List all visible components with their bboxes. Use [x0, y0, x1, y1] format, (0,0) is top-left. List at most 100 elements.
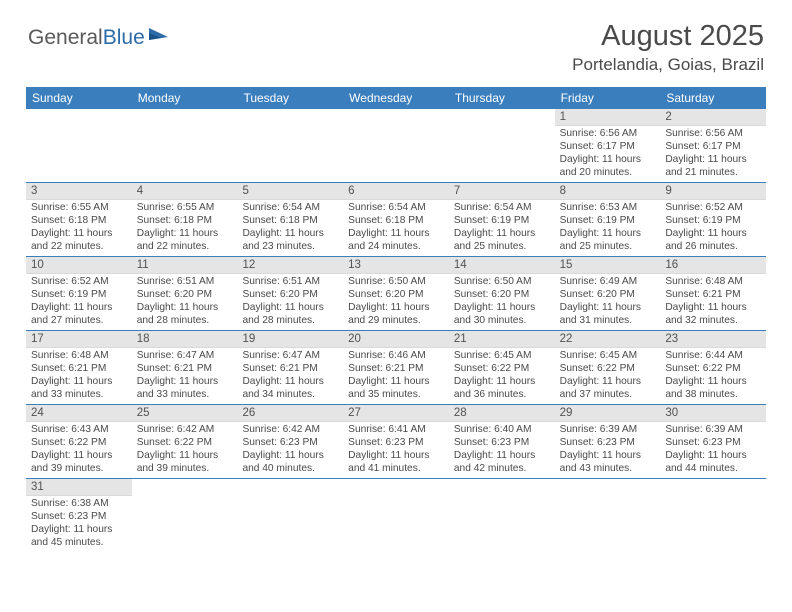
daylight-text: Daylight: 11 hours and 39 minutes. [31, 449, 127, 475]
day-details: Sunrise: 6:49 AMSunset: 6:20 PMDaylight:… [555, 274, 661, 330]
day-details: Sunrise: 6:47 AMSunset: 6:21 PMDaylight:… [237, 348, 343, 404]
day-details: Sunrise: 6:44 AMSunset: 6:22 PMDaylight:… [660, 348, 766, 404]
day-details: Sunrise: 6:42 AMSunset: 6:23 PMDaylight:… [237, 422, 343, 478]
sunrise-text: Sunrise: 6:49 AM [560, 275, 656, 288]
calendar-cell-empty [132, 109, 238, 183]
day-details: Sunrise: 6:52 AMSunset: 6:19 PMDaylight:… [26, 274, 132, 330]
calendar-cell-empty [660, 479, 766, 553]
day-number: 18 [132, 331, 238, 348]
day-number: 30 [660, 405, 766, 422]
sunset-text: Sunset: 6:19 PM [31, 288, 127, 301]
day-number: 16 [660, 257, 766, 274]
calendar-cell: 1Sunrise: 6:56 AMSunset: 6:17 PMDaylight… [555, 109, 661, 183]
sunset-text: Sunset: 6:23 PM [348, 436, 444, 449]
sunrise-text: Sunrise: 6:42 AM [242, 423, 338, 436]
day-number: 14 [449, 257, 555, 274]
daylight-text: Daylight: 11 hours and 25 minutes. [560, 227, 656, 253]
sunrise-text: Sunrise: 6:56 AM [665, 127, 761, 140]
sunset-text: Sunset: 6:22 PM [31, 436, 127, 449]
day-number: 3 [26, 183, 132, 200]
sunrise-text: Sunrise: 6:52 AM [665, 201, 761, 214]
sunrise-text: Sunrise: 6:44 AM [665, 349, 761, 362]
day-number: 26 [237, 405, 343, 422]
sunrise-text: Sunrise: 6:50 AM [348, 275, 444, 288]
day-details: Sunrise: 6:50 AMSunset: 6:20 PMDaylight:… [449, 274, 555, 330]
sunrise-text: Sunrise: 6:45 AM [454, 349, 550, 362]
sunrise-text: Sunrise: 6:48 AM [665, 275, 761, 288]
daylight-text: Daylight: 11 hours and 33 minutes. [137, 375, 233, 401]
sunrise-text: Sunrise: 6:50 AM [454, 275, 550, 288]
day-number: 10 [26, 257, 132, 274]
day-details: Sunrise: 6:38 AMSunset: 6:23 PMDaylight:… [26, 496, 132, 552]
sunrise-text: Sunrise: 6:41 AM [348, 423, 444, 436]
sunrise-text: Sunrise: 6:43 AM [31, 423, 127, 436]
sunset-text: Sunset: 6:21 PM [137, 362, 233, 375]
sunrise-text: Sunrise: 6:38 AM [31, 497, 127, 510]
calendar-cell: 4Sunrise: 6:55 AMSunset: 6:18 PMDaylight… [132, 183, 238, 257]
calendar-row: 3Sunrise: 6:55 AMSunset: 6:18 PMDaylight… [26, 183, 766, 257]
sunrise-text: Sunrise: 6:45 AM [560, 349, 656, 362]
day-details: Sunrise: 6:54 AMSunset: 6:19 PMDaylight:… [449, 200, 555, 256]
header: GeneralBlue August 2025 Portelandia, Goi… [0, 0, 792, 83]
day-details: Sunrise: 6:45 AMSunset: 6:22 PMDaylight:… [555, 348, 661, 404]
day-number: 15 [555, 257, 661, 274]
sunrise-text: Sunrise: 6:39 AM [665, 423, 761, 436]
daylight-text: Daylight: 11 hours and 39 minutes. [137, 449, 233, 475]
sunset-text: Sunset: 6:19 PM [665, 214, 761, 227]
calendar-cell: 11Sunrise: 6:51 AMSunset: 6:20 PMDayligh… [132, 257, 238, 331]
calendar: SundayMondayTuesdayWednesdayThursdayFrid… [26, 87, 766, 553]
calendar-cell-empty [343, 109, 449, 183]
calendar-cell: 30Sunrise: 6:39 AMSunset: 6:23 PMDayligh… [660, 405, 766, 479]
calendar-cell: 21Sunrise: 6:45 AMSunset: 6:22 PMDayligh… [449, 331, 555, 405]
day-number: 9 [660, 183, 766, 200]
calendar-cell: 3Sunrise: 6:55 AMSunset: 6:18 PMDaylight… [26, 183, 132, 257]
day-number: 1 [555, 109, 661, 126]
weekday-header: Sunday [26, 87, 132, 109]
weekday-header: Tuesday [237, 87, 343, 109]
calendar-row: 17Sunrise: 6:48 AMSunset: 6:21 PMDayligh… [26, 331, 766, 405]
daylight-text: Daylight: 11 hours and 36 minutes. [454, 375, 550, 401]
calendar-cell: 19Sunrise: 6:47 AMSunset: 6:21 PMDayligh… [237, 331, 343, 405]
logo: GeneralBlue [28, 26, 172, 50]
day-details: Sunrise: 6:48 AMSunset: 6:21 PMDaylight:… [660, 274, 766, 330]
day-number: 13 [343, 257, 449, 274]
daylight-text: Daylight: 11 hours and 22 minutes. [137, 227, 233, 253]
day-details: Sunrise: 6:51 AMSunset: 6:20 PMDaylight:… [132, 274, 238, 330]
sunset-text: Sunset: 6:20 PM [348, 288, 444, 301]
day-details: Sunrise: 6:54 AMSunset: 6:18 PMDaylight:… [343, 200, 449, 256]
sunset-text: Sunset: 6:17 PM [665, 140, 761, 153]
sunset-text: Sunset: 6:23 PM [454, 436, 550, 449]
day-number: 29 [555, 405, 661, 422]
weekday-header: Thursday [449, 87, 555, 109]
calendar-cell: 29Sunrise: 6:39 AMSunset: 6:23 PMDayligh… [555, 405, 661, 479]
calendar-cell: 5Sunrise: 6:54 AMSunset: 6:18 PMDaylight… [237, 183, 343, 257]
day-number: 31 [26, 479, 132, 496]
day-number: 11 [132, 257, 238, 274]
daylight-text: Daylight: 11 hours and 35 minutes. [348, 375, 444, 401]
day-details: Sunrise: 6:51 AMSunset: 6:20 PMDaylight:… [237, 274, 343, 330]
sunrise-text: Sunrise: 6:51 AM [242, 275, 338, 288]
daylight-text: Daylight: 11 hours and 29 minutes. [348, 301, 444, 327]
sunrise-text: Sunrise: 6:42 AM [137, 423, 233, 436]
day-details: Sunrise: 6:50 AMSunset: 6:20 PMDaylight:… [343, 274, 449, 330]
daylight-text: Daylight: 11 hours and 28 minutes. [137, 301, 233, 327]
day-details: Sunrise: 6:55 AMSunset: 6:18 PMDaylight:… [26, 200, 132, 256]
sunset-text: Sunset: 6:23 PM [242, 436, 338, 449]
daylight-text: Daylight: 11 hours and 44 minutes. [665, 449, 761, 475]
day-details: Sunrise: 6:54 AMSunset: 6:18 PMDaylight:… [237, 200, 343, 256]
calendar-cell: 17Sunrise: 6:48 AMSunset: 6:21 PMDayligh… [26, 331, 132, 405]
day-details: Sunrise: 6:52 AMSunset: 6:19 PMDaylight:… [660, 200, 766, 256]
day-details: Sunrise: 6:46 AMSunset: 6:21 PMDaylight:… [343, 348, 449, 404]
daylight-text: Daylight: 11 hours and 24 minutes. [348, 227, 444, 253]
sunset-text: Sunset: 6:23 PM [560, 436, 656, 449]
day-details: Sunrise: 6:56 AMSunset: 6:17 PMDaylight:… [660, 126, 766, 182]
calendar-cell: 20Sunrise: 6:46 AMSunset: 6:21 PMDayligh… [343, 331, 449, 405]
daylight-text: Daylight: 11 hours and 25 minutes. [454, 227, 550, 253]
calendar-cell: 27Sunrise: 6:41 AMSunset: 6:23 PMDayligh… [343, 405, 449, 479]
calendar-cell-empty [555, 479, 661, 553]
sunset-text: Sunset: 6:21 PM [348, 362, 444, 375]
sunset-text: Sunset: 6:22 PM [454, 362, 550, 375]
calendar-cell: 10Sunrise: 6:52 AMSunset: 6:19 PMDayligh… [26, 257, 132, 331]
calendar-cell: 16Sunrise: 6:48 AMSunset: 6:21 PMDayligh… [660, 257, 766, 331]
calendar-cell: 31Sunrise: 6:38 AMSunset: 6:23 PMDayligh… [26, 479, 132, 553]
